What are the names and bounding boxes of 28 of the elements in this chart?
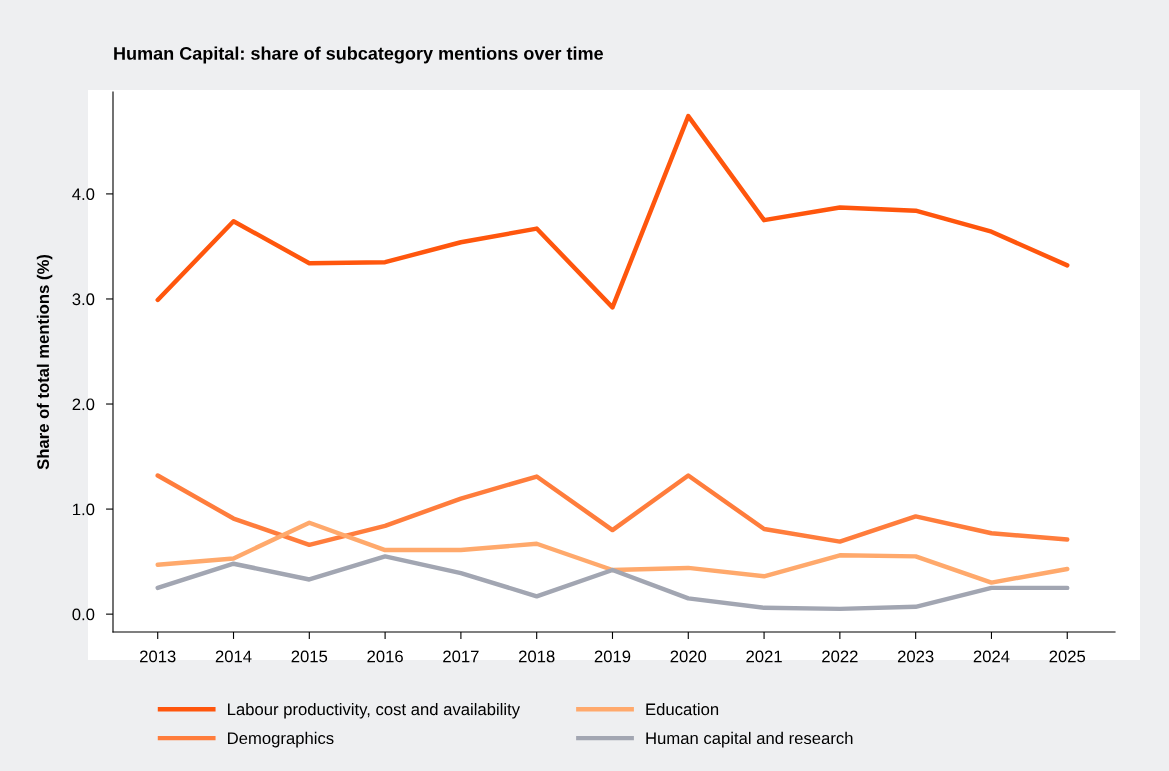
x-tick-label: 2014 [215, 650, 252, 663]
legend-label: Labour productivity, cost and availability [228, 703, 521, 719]
x-tick-label: 2017 [443, 650, 479, 663]
y-tick-label: 0.0 [72, 608, 95, 621]
x-tick-label: 2019 [594, 650, 631, 663]
x-tick-label: 2016 [367, 650, 403, 663]
x-tick-label: 2021 [746, 650, 782, 663]
x-tick-label: 2018 [518, 650, 555, 663]
y-tick-label: 3.0 [72, 293, 95, 306]
x-tick-label: 2025 [1049, 650, 1086, 663]
y-tick-label: 4.0 [72, 188, 95, 201]
legend-label: Human capital and research [646, 731, 853, 748]
chart-title: Human Capital: share of subcategory mentions over time [114, 46, 603, 64]
x-tick-label: 2015 [291, 650, 328, 663]
legend-label: Education [646, 703, 719, 716]
x-tick-label: 2020 [670, 650, 707, 663]
line-series [155, 520, 1070, 585]
y-tick-label: 2.0 [72, 398, 95, 411]
x-tick-label: 2023 [897, 650, 934, 663]
line-series [155, 554, 1070, 612]
line-series [155, 113, 1070, 310]
y-axis-title: Share of total mentions (%) [36, 254, 53, 470]
legend-label: Demographics [228, 731, 334, 748]
x-tick-label: 2024 [973, 650, 1010, 663]
line-series [155, 473, 1070, 548]
x-tick-label: 2022 [822, 650, 858, 663]
y-tick-label: 1.0 [73, 503, 95, 516]
x-tick-label: 2013 [140, 650, 176, 663]
